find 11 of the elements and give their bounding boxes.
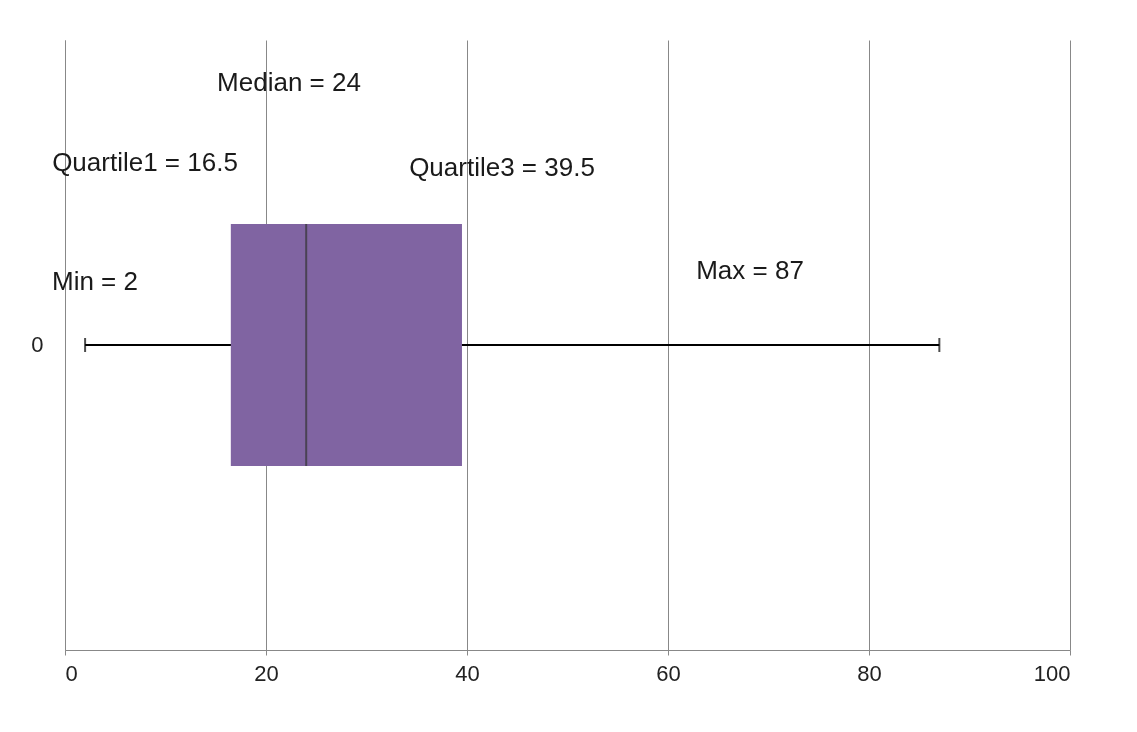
x-tick-label: 60 xyxy=(656,660,681,686)
x-tick-label: 20 xyxy=(254,660,279,686)
annotation: Max = 87 xyxy=(696,255,804,285)
annotation: Quartile1 = 16.5 xyxy=(52,147,238,177)
annotation: Min = 2 xyxy=(52,266,138,296)
annotation: Median = 24 xyxy=(217,67,361,97)
x-tick-label: 100 xyxy=(1033,660,1071,686)
annotation: Quartile3 = 39.5 xyxy=(409,152,595,182)
x-tick-label: 0 xyxy=(65,660,78,686)
x-tick-label: 40 xyxy=(455,660,480,686)
x-tick-label: 80 xyxy=(857,660,882,686)
